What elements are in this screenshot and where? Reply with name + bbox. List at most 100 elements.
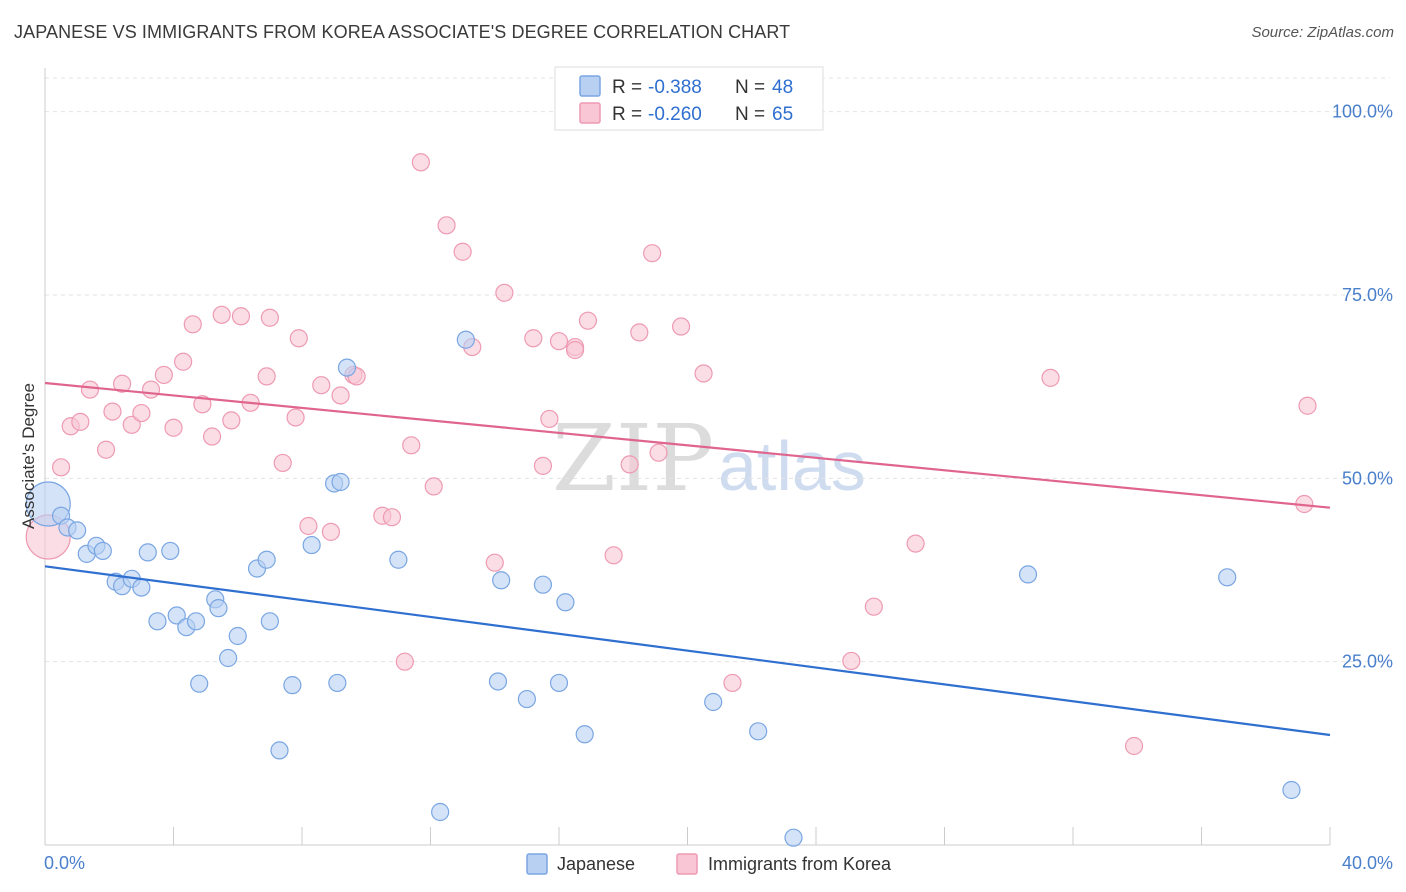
korea-point <box>321 522 341 541</box>
y-axis-label: Associate's Degree <box>19 383 38 529</box>
legend-r-value: -0.260 <box>648 104 702 125</box>
korea-point <box>202 427 222 446</box>
korea-point <box>80 380 100 399</box>
korea-point <box>112 374 132 393</box>
axes <box>44 68 1331 846</box>
korea-point <box>411 153 430 172</box>
korea-point <box>193 395 212 414</box>
legend-swatch-korea <box>676 853 698 875</box>
chart-title: JAPANESE VS IMMIGRANTS FROM KOREA ASSOCI… <box>14 22 791 42</box>
japanese-point <box>488 672 508 691</box>
korea-point <box>299 516 318 536</box>
japanese-point <box>283 676 302 695</box>
japanese-point <box>190 674 209 693</box>
korea-point <box>549 332 569 351</box>
japanese-point <box>219 648 238 668</box>
korea-point <box>671 317 691 336</box>
japanese-point <box>167 606 186 625</box>
y-tick-label: 50.0% <box>1342 468 1393 488</box>
korea-point <box>289 329 308 348</box>
japanese-point <box>492 571 511 590</box>
korea-point <box>630 323 649 342</box>
legend-n-value: 48 <box>772 77 793 98</box>
korea-point <box>382 508 402 527</box>
tick-labels: 25.0% 50.0% 75.0% 100.0% 0.0% 40.0% <box>44 102 1393 873</box>
korea-points <box>25 153 1317 756</box>
korea-point <box>51 458 71 477</box>
korea-point <box>395 652 414 671</box>
korea-point <box>495 283 514 302</box>
japanese-point <box>161 541 180 561</box>
korea-point <box>164 418 183 437</box>
japanese-point <box>1018 565 1038 584</box>
korea-point <box>257 367 276 386</box>
japanese-point <box>784 828 803 847</box>
japanese-point <box>749 722 768 741</box>
korea-point <box>103 402 122 421</box>
japanese-points <box>25 330 1301 847</box>
japanese-point <box>328 673 347 693</box>
korea-trend-line <box>44 381 1331 509</box>
korea-point <box>864 597 883 616</box>
japanese-point <box>556 593 575 612</box>
japanese-point <box>138 543 157 562</box>
legend-r-label: R = <box>612 104 642 125</box>
korea-point <box>842 651 861 671</box>
japanese-point <box>148 612 167 631</box>
korea-point <box>485 553 504 572</box>
korea-point <box>524 329 543 348</box>
korea-point <box>231 307 251 326</box>
y-tick-label: 25.0% <box>1342 652 1393 672</box>
stats-legend: R = -0.388 N = 48 R = -0.260 N = 65 <box>554 66 824 131</box>
legend-swatch-korea <box>579 102 601 124</box>
korea-point <box>312 376 331 395</box>
x-tick-label: 40.0% <box>1342 853 1393 873</box>
japanese-point <box>302 535 321 555</box>
korea-point <box>437 216 456 235</box>
korea-point <box>260 308 279 327</box>
trend-lines <box>44 381 1331 737</box>
korea-point <box>96 440 116 459</box>
legend-r-label: R = <box>612 77 642 98</box>
legend-n-label: N = <box>735 104 765 125</box>
legend-label-korea: Immigrants from Korea <box>708 854 892 874</box>
korea-point <box>649 443 668 462</box>
x-tick-label: 0.0% <box>44 853 85 873</box>
japanese-point <box>331 472 350 492</box>
japanese-point <box>1282 780 1301 800</box>
korea-point <box>906 534 925 553</box>
korea-point <box>565 340 585 360</box>
korea-point <box>132 403 151 423</box>
japanese-trend-line <box>44 565 1331 737</box>
korea-point <box>331 386 350 405</box>
korea-point <box>723 673 742 693</box>
japanese-point <box>549 673 569 693</box>
korea-point <box>533 456 553 475</box>
legend-n-value: 65 <box>772 104 793 125</box>
korea-point <box>1124 736 1144 756</box>
korea-point <box>540 409 559 429</box>
japanese-point <box>270 741 289 760</box>
korea-point <box>424 477 443 496</box>
japanese-point <box>186 612 206 631</box>
japanese-point <box>704 692 723 712</box>
legend-swatch-japanese <box>579 75 601 97</box>
japanese-point <box>132 578 151 597</box>
korea-point <box>154 365 173 385</box>
korea-point <box>122 415 141 434</box>
japanese-point <box>257 550 276 569</box>
korea-point <box>694 364 713 383</box>
y-tick-label: 100.0% <box>1332 102 1393 122</box>
japanese-point <box>456 330 475 349</box>
korea-point <box>604 546 623 565</box>
japanese-point <box>431 802 450 822</box>
korea-point <box>183 315 202 334</box>
korea-point <box>453 242 472 261</box>
korea-point <box>174 352 193 371</box>
japanese-point <box>68 521 87 540</box>
japanese-point <box>209 599 228 618</box>
korea-point <box>1298 396 1317 415</box>
japanese-point <box>533 575 553 594</box>
korea-point <box>578 311 598 330</box>
